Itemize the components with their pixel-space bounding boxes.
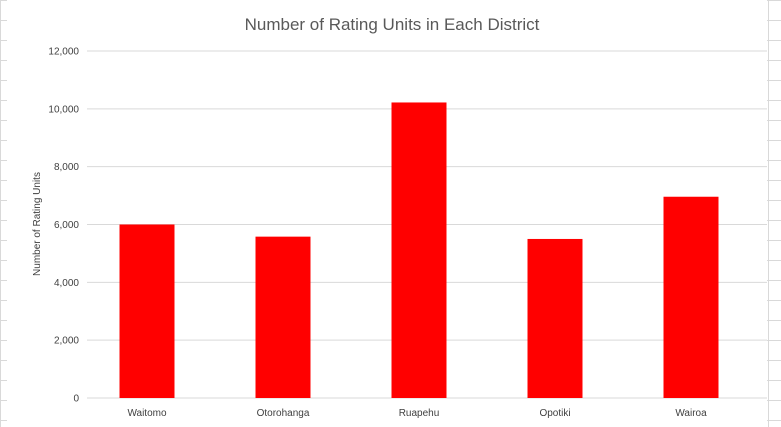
y-tick-label: 4,000 — [54, 278, 79, 289]
bar-wairoa — [663, 196, 719, 398]
bar-chart: Number of Rating Units in Each District … — [32, 15, 767, 419]
y-tick-labels: 0 2,000 4,000 6,000 8,000 10,000 12,000 — [48, 47, 79, 405]
x-tick-label: Waitomo — [127, 408, 167, 419]
bar-opotiki — [527, 238, 583, 398]
x-tick-label: Otorohanga — [257, 408, 310, 419]
bar-waitomo — [119, 224, 175, 398]
x-tick-label: Ruapehu — [399, 408, 440, 419]
y-tick-label: 2,000 — [54, 336, 79, 347]
x-tick-labels: Waitomo Otorohanga Ruapehu Opotiki Wairoa — [127, 408, 707, 419]
x-tick-label: Opotiki — [539, 408, 570, 419]
y-tick-label: 12,000 — [48, 47, 79, 58]
bars — [119, 102, 719, 398]
y-axis-label: Number of Rating Units — [32, 172, 43, 276]
chart-area[interactable]: Number of Rating Units in Each District … — [7, 0, 767, 427]
y-tick-label: 6,000 — [54, 220, 79, 231]
y-tick-label: 8,000 — [54, 162, 79, 173]
bar-ruapehu — [391, 102, 447, 398]
bar-otorohanga — [255, 236, 311, 398]
x-tick-label: Wairoa — [675, 408, 707, 419]
y-tick-label: 10,000 — [48, 104, 79, 115]
chart-title: Number of Rating Units in Each District — [245, 15, 540, 34]
y-tick-label: 0 — [73, 394, 79, 405]
